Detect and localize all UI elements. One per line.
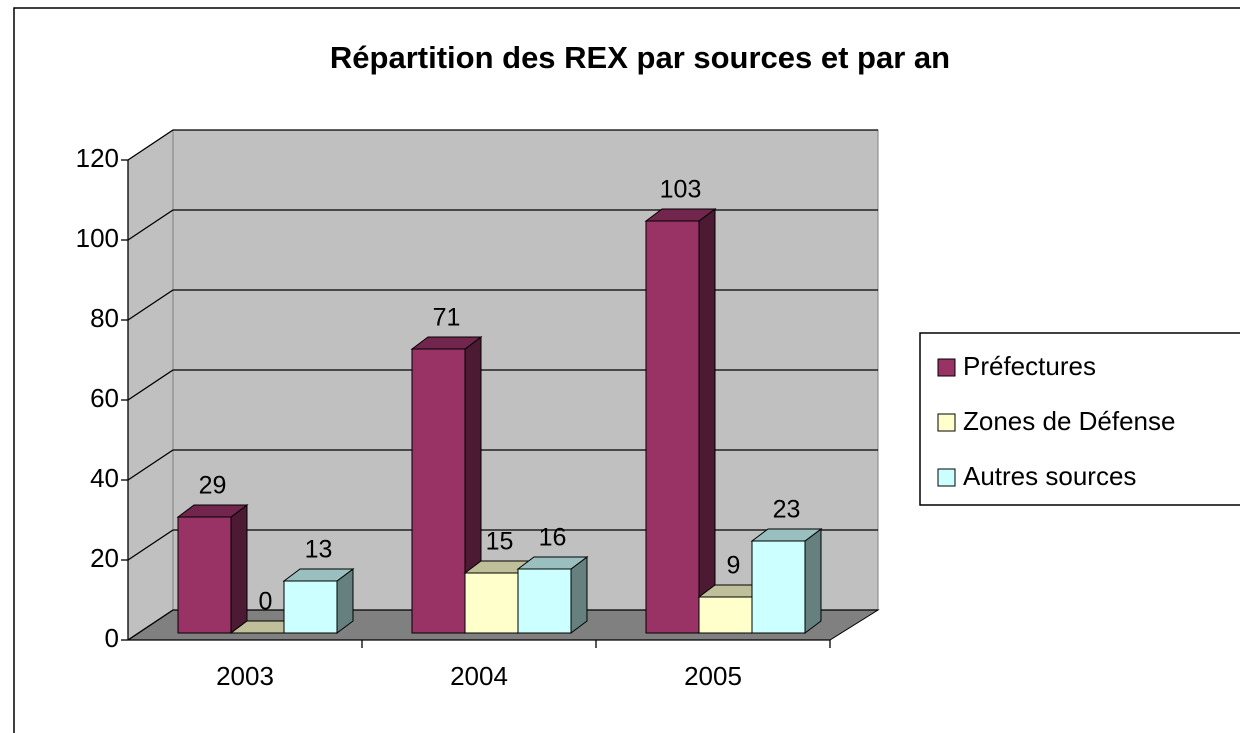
chart-title: Répartition des REX par sources et par a… (330, 40, 950, 75)
bar-front (517, 568, 572, 634)
bar-front (283, 580, 338, 634)
grid-line (127, 609, 878, 641)
grid-line (127, 209, 878, 241)
y-tick-label: 120 (76, 143, 119, 173)
data-label: 29 (199, 472, 227, 500)
data-label: 0 (259, 588, 273, 616)
y-tick-label: 40 (90, 463, 119, 493)
legend-label: Préfectures (963, 351, 1096, 381)
bar (516, 556, 589, 634)
bar-side (230, 504, 248, 634)
bar-side (804, 528, 822, 634)
bar-front (698, 596, 753, 634)
x-tick-label: 2004 (450, 661, 508, 691)
legend-swatch (937, 468, 956, 487)
grid-line (127, 529, 878, 561)
y-tick-label: 20 (90, 543, 119, 573)
legend-box (919, 332, 1240, 506)
legend-swatch (937, 358, 956, 377)
y-tick-label: 0 (105, 623, 119, 653)
y-tick-label: 80 (90, 303, 119, 333)
data-label: 16 (539, 524, 567, 552)
bar (410, 336, 483, 634)
bar (644, 208, 717, 634)
y-tick-label: 60 (90, 383, 119, 413)
data-label: 103 (660, 176, 702, 204)
grid-line (127, 289, 878, 321)
legend-label: Autres sources (963, 461, 1136, 491)
plot-area: 0 20 40 60 80 100 120 2003 29 0 13 2004 71 15 16 2005 10… (76, 129, 880, 691)
bar-front (751, 540, 806, 634)
bar-front (411, 348, 466, 634)
data-label: 9 (727, 552, 741, 580)
legend: Préfectures Zones de Défense Autres source… (919, 332, 1240, 506)
bar-front (177, 516, 232, 634)
x-tick-label: 2005 (684, 661, 742, 691)
bar-front (645, 220, 700, 634)
data-label: 71 (433, 304, 461, 332)
y-tick-label: 100 (76, 223, 119, 253)
legend-label: Zones de Défense (963, 406, 1175, 436)
legend-swatch (937, 413, 956, 432)
data-label: 15 (486, 528, 514, 556)
x-tick-label: 2003 (216, 661, 274, 691)
grid-line (127, 449, 878, 481)
bar-side (570, 556, 588, 634)
bar (282, 568, 355, 634)
data-label: 13 (305, 536, 333, 564)
bar-front (464, 572, 519, 634)
grid-line (127, 129, 878, 161)
grid-line (127, 369, 878, 401)
bar (750, 528, 823, 634)
bar-side (698, 208, 716, 634)
bar (176, 504, 249, 634)
data-label: 23 (773, 496, 801, 524)
